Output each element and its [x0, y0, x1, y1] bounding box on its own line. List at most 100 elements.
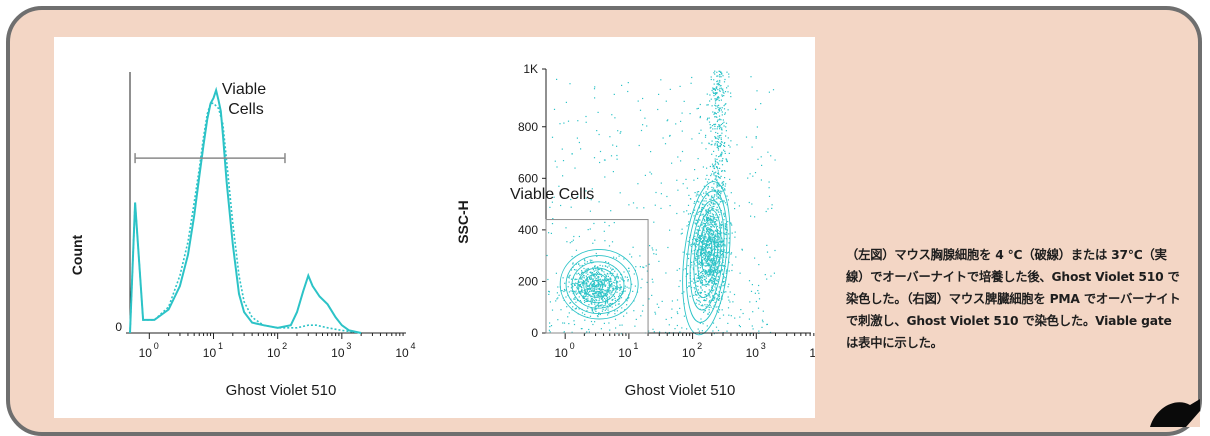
event-dot [722, 119, 724, 121]
event-dot [699, 291, 701, 293]
event-dot [712, 269, 714, 272]
event-dot [618, 255, 620, 257]
event-dot [715, 131, 717, 134]
event-dot [718, 197, 720, 199]
event-dot [578, 308, 580, 310]
event-dot [580, 291, 582, 293]
event-dot [734, 202, 736, 204]
event-dot [768, 195, 771, 197]
event-dot [719, 142, 721, 144]
event-dot [717, 84, 719, 86]
event-dot [595, 274, 598, 276]
event-dot [698, 235, 700, 237]
event-dot [713, 221, 715, 223]
x-axis-label: Ghost Violet 510 [625, 382, 736, 399]
event-dot [548, 232, 550, 234]
event-dot [711, 269, 713, 271]
event-dot [711, 238, 713, 240]
event-dot [713, 225, 715, 227]
event-dot [708, 231, 710, 233]
event-dot [716, 116, 718, 118]
event-dot [713, 262, 715, 264]
event-dot [709, 240, 711, 242]
event-dot [648, 263, 650, 265]
event-dot [603, 292, 605, 294]
event-dot [701, 235, 703, 237]
event-dot [687, 265, 689, 267]
event-dot [605, 299, 607, 301]
x-tick-label: 10 [139, 346, 153, 360]
event-dot [714, 237, 716, 239]
event-dot [599, 313, 601, 316]
event-dot [549, 301, 551, 303]
event-dot [725, 158, 727, 160]
event-dot [717, 138, 719, 140]
event-dot [715, 116, 717, 118]
event-dot [589, 289, 591, 291]
event-dot [582, 297, 584, 299]
event-dot [712, 271, 714, 273]
event-dot [725, 130, 727, 132]
event-dot [609, 290, 611, 292]
event-dot [592, 273, 594, 275]
event-dot [705, 134, 707, 136]
event-dot [596, 280, 598, 282]
event-dot [704, 300, 706, 302]
event-dot [604, 240, 606, 242]
event-dot [598, 276, 600, 278]
event-dot [761, 319, 764, 321]
event-dot [707, 209, 709, 211]
event-dot [597, 282, 599, 284]
event-dot [703, 246, 706, 248]
event-dot [713, 194, 716, 196]
event-dot [627, 82, 629, 84]
event-dot [707, 281, 709, 283]
event-dot [714, 98, 716, 100]
event-dot [592, 292, 594, 295]
event-dot [608, 265, 610, 267]
event-dot [699, 117, 701, 119]
event-dot [693, 179, 695, 181]
event-dot [604, 290, 606, 292]
event-dot [671, 308, 673, 310]
event-dot [710, 201, 712, 203]
event-dot [701, 253, 703, 255]
event-dot [606, 266, 609, 268]
event-dot [711, 125, 714, 127]
event-dot [715, 218, 717, 221]
event-dot [618, 303, 620, 305]
event-dot [598, 282, 600, 284]
event-dot [709, 301, 711, 303]
event-dot [605, 284, 607, 286]
event-dot [571, 153, 573, 155]
event-dot [717, 89, 719, 91]
event-dot [719, 76, 721, 78]
event-dot [700, 194, 702, 196]
event-dot [709, 227, 711, 229]
event-dot [692, 253, 694, 255]
event-dot [643, 207, 645, 209]
event-dot [704, 220, 706, 222]
event-dot [594, 306, 596, 308]
event-dot [709, 206, 711, 209]
event-dot [697, 275, 699, 277]
event-dot [713, 253, 715, 255]
event-dot [713, 272, 715, 274]
event-dot [705, 294, 707, 296]
event-dot [695, 259, 697, 262]
event-dot [719, 145, 721, 147]
event-dot [699, 251, 701, 253]
event-dot [714, 144, 716, 146]
event-dot [700, 276, 702, 278]
event-dot [728, 76, 730, 78]
event-dot [721, 249, 723, 251]
event-dot [582, 282, 584, 285]
event-dot [719, 160, 721, 162]
event-dot [635, 266, 637, 268]
event-dot [595, 292, 597, 294]
event-dot [717, 256, 719, 258]
event-dot [711, 206, 713, 208]
event-dot [721, 170, 723, 172]
event-dot [715, 298, 717, 300]
event-dot [766, 244, 768, 246]
